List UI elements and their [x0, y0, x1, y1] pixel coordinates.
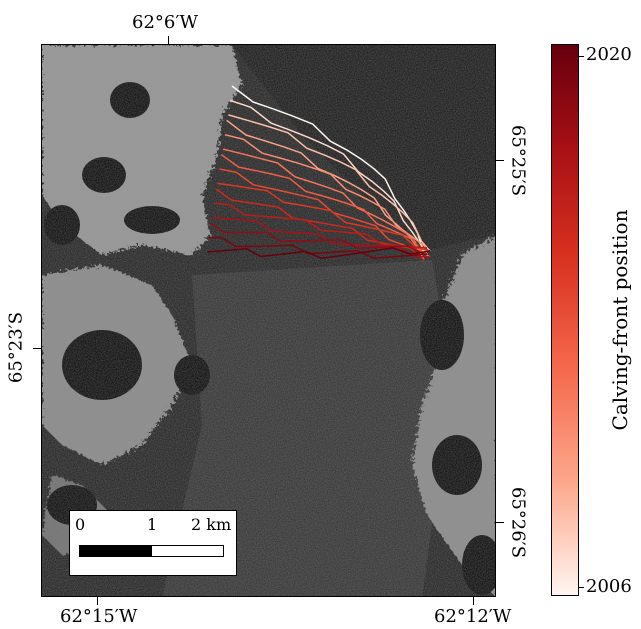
scale-label-2: 2 km: [191, 515, 232, 534]
sar-speckle: [42, 45, 495, 596]
right-lat-top-label: 65°25′S: [507, 124, 529, 197]
tick-right-lat-bottom: [496, 522, 504, 523]
calving-front-2020: [206, 247, 431, 260]
top-lon-label: 62°6′W: [132, 12, 198, 33]
bottom-left-lon-label: 62°15′W: [60, 606, 138, 627]
calving-front-2018: [210, 222, 425, 255]
colorbar: [551, 44, 579, 596]
calving-front-2019: [208, 236, 428, 260]
calving-front-2016: [214, 202, 428, 249]
colorbar-tick-bottom: [578, 587, 584, 588]
scale-label-1: 1: [147, 515, 158, 534]
scale-label-0: 0: [75, 515, 86, 534]
tick-right-lat-top: [496, 160, 504, 161]
calving-front-2012: [220, 153, 425, 255]
tick-bottom-lon-right: [473, 597, 474, 605]
calving-front-2014: [217, 182, 431, 252]
scale-segment-black: [79, 545, 152, 557]
calving-front-2010: [224, 133, 428, 249]
tick-bottom-lon-left: [97, 597, 98, 605]
left-lat-label: 65°23′S: [5, 311, 27, 384]
colorbar-tick-top: [578, 56, 584, 57]
colorbar-min-label: 2006: [586, 576, 632, 597]
sar-map: [41, 44, 496, 597]
colorbar-max-label: 2020: [586, 44, 632, 65]
colorbar-title: Calving-front position: [608, 209, 632, 431]
tick-left-lat: [33, 348, 41, 349]
right-lat-bottom-label: 65°26′S: [507, 486, 529, 559]
scale-bar: 0 1 2 km: [69, 510, 237, 576]
map-canvas: [42, 45, 495, 596]
calving-front-2011: [222, 148, 431, 258]
calving-front-lines: [206, 85, 431, 261]
bottom-right-lon-label: 62°12′W: [434, 606, 512, 627]
tick-top-lon: [168, 36, 169, 44]
calving-front-2008: [228, 114, 431, 252]
scale-segment-white: [151, 545, 224, 557]
